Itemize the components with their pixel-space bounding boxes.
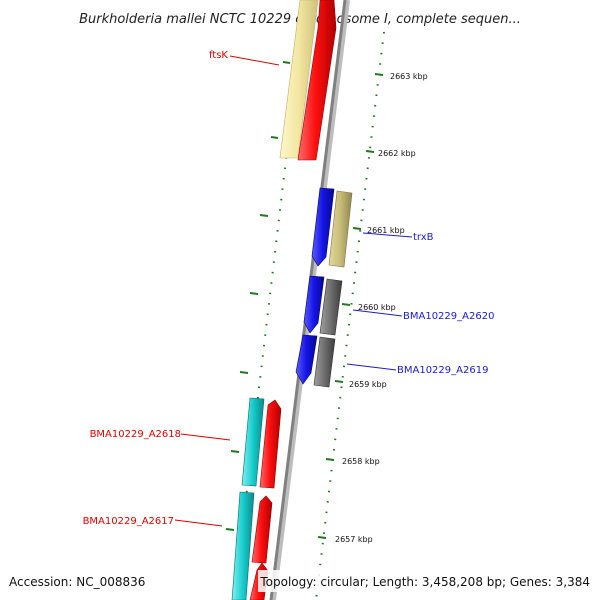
coord-tick-2657: 2657 kbp bbox=[317, 535, 373, 544]
svg-text:2657 kbp: 2657 kbp bbox=[335, 535, 373, 544]
gene-BMA10229_A2618-cyan[interactable] bbox=[241, 397, 265, 487]
label-BMA10229_A2618[interactable]: BMA10229_A2618 bbox=[90, 429, 181, 440]
coordinate-axis: 2663 kbp 2662 kbp 2661 kbp 2660 kbp 2659… bbox=[317, 72, 428, 544]
right-dotted-guide bbox=[315, 31, 385, 600]
gene-trxB[interactable] bbox=[328, 190, 353, 268]
gene-BMA10229_A2619[interactable] bbox=[313, 336, 336, 388]
left-scale-ticks bbox=[225, 61, 291, 531]
gene-blue-2[interactable] bbox=[303, 275, 325, 334]
svg-text:2658 kbp: 2658 kbp bbox=[342, 457, 380, 466]
svg-text:2663 kbp: 2663 kbp bbox=[390, 72, 428, 81]
coord-tick-2663: 2663 kbp bbox=[374, 72, 428, 81]
svg-text:2662 kbp: 2662 kbp bbox=[378, 149, 416, 158]
footer-topology: Topology: circular; Length: 3,458,208 bp… bbox=[259, 575, 590, 589]
coord-tick-2660: 2660 kbp bbox=[341, 303, 396, 312]
label-BMA10229_A2619[interactable]: BMA10229_A2619 bbox=[397, 365, 488, 376]
label-BMA10229_A2617[interactable]: BMA10229_A2617 bbox=[83, 516, 174, 527]
coord-tick-2661: 2661 kbp bbox=[352, 226, 405, 235]
footer-topology-bg bbox=[258, 570, 592, 592]
gene-blue-1[interactable] bbox=[311, 187, 335, 267]
footer-accession: Accession: NC_008836 bbox=[9, 575, 145, 589]
gene-blue-3[interactable] bbox=[295, 334, 318, 385]
gene-BMA10229_A2617-cyan[interactable] bbox=[231, 491, 255, 600]
label-leaders bbox=[174, 55, 413, 527]
coord-tick-2662: 2662 kbp bbox=[365, 149, 416, 158]
gene-BMA10229_A2618[interactable] bbox=[259, 399, 282, 489]
svg-text:2661 kbp: 2661 kbp bbox=[367, 226, 405, 235]
coord-tick-2659: 2659 kbp bbox=[334, 380, 387, 389]
gene-BMA10229_A2620[interactable] bbox=[319, 278, 343, 336]
label-trxB[interactable]: trxB bbox=[413, 232, 434, 243]
coord-tick-2658: 2658 kbp bbox=[325, 457, 380, 466]
gene-ftsK-red[interactable] bbox=[297, 0, 337, 161]
label-ftsK[interactable]: ftsK bbox=[209, 50, 228, 61]
gene-labels: ftsK trxB BMA10229_A2620 BMA10229_A2619 … bbox=[83, 50, 495, 527]
svg-text:2660 kbp: 2660 kbp bbox=[358, 303, 396, 312]
label-BMA10229_A2620[interactable]: BMA10229_A2620 bbox=[403, 311, 494, 322]
svg-text:2659 kbp: 2659 kbp bbox=[349, 380, 387, 389]
gene-BMA10229_A2617[interactable] bbox=[251, 495, 273, 564]
